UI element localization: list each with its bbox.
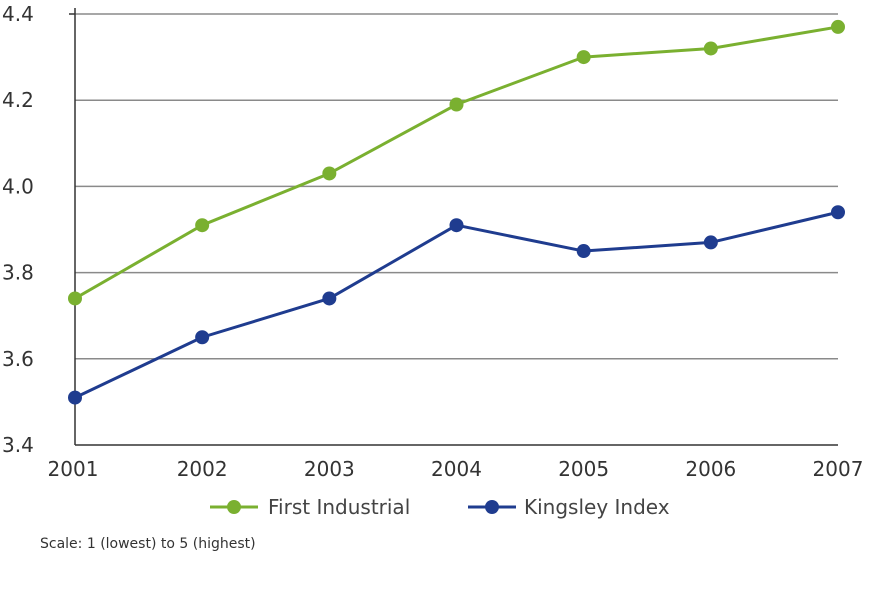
x-tick-label: 2006 [685,457,736,481]
gridlines [75,13,838,360]
legend-label: First Industrial [268,495,410,519]
y-tick-label: 3.8 [2,261,34,285]
data-point [831,19,845,34]
x-tick-label: 2007 [813,457,864,481]
legend-marker [227,500,241,514]
data-point [449,218,464,233]
data-point [322,166,337,181]
x-tick-labels: 2001 2002 2003 2004 2005 2006 2007 [48,457,864,481]
y-tick-label: 4.4 [2,2,34,26]
legend: First Industrial Kingsley Index [210,495,670,519]
data-point [703,235,718,250]
x-tick-label: 2003 [304,457,355,481]
series-line [74,210,839,399]
x-tick-label: 2001 [48,457,99,481]
x-tick-label: 2004 [431,457,482,481]
y-tick-labels: 3.4 3.6 3.8 4.0 4.2 4.4 [2,2,34,457]
y-tick-label: 3.4 [2,433,34,457]
data-point [576,50,591,65]
data-point [831,205,845,220]
data-point [322,291,337,306]
data-point [703,41,718,56]
data-point [68,291,82,306]
series-lines [68,19,845,405]
axes [69,8,838,446]
y-tick-label: 4.0 [2,174,34,198]
data-point [576,244,591,259]
legend-marker [485,500,499,514]
scale-footnote: Scale: 1 (lowest) to 5 (highest) [40,536,256,552]
x-tick-label: 2002 [177,457,228,481]
legend-label: Kingsley Index [524,495,670,519]
x-tick-label: 2005 [558,457,609,481]
data-point [449,97,464,112]
y-tick-label: 3.6 [2,347,34,371]
data-point [195,218,210,233]
data-point [195,330,210,345]
series-line [74,25,839,300]
data-point [68,390,82,405]
y-tick-label: 4.2 [2,88,34,112]
